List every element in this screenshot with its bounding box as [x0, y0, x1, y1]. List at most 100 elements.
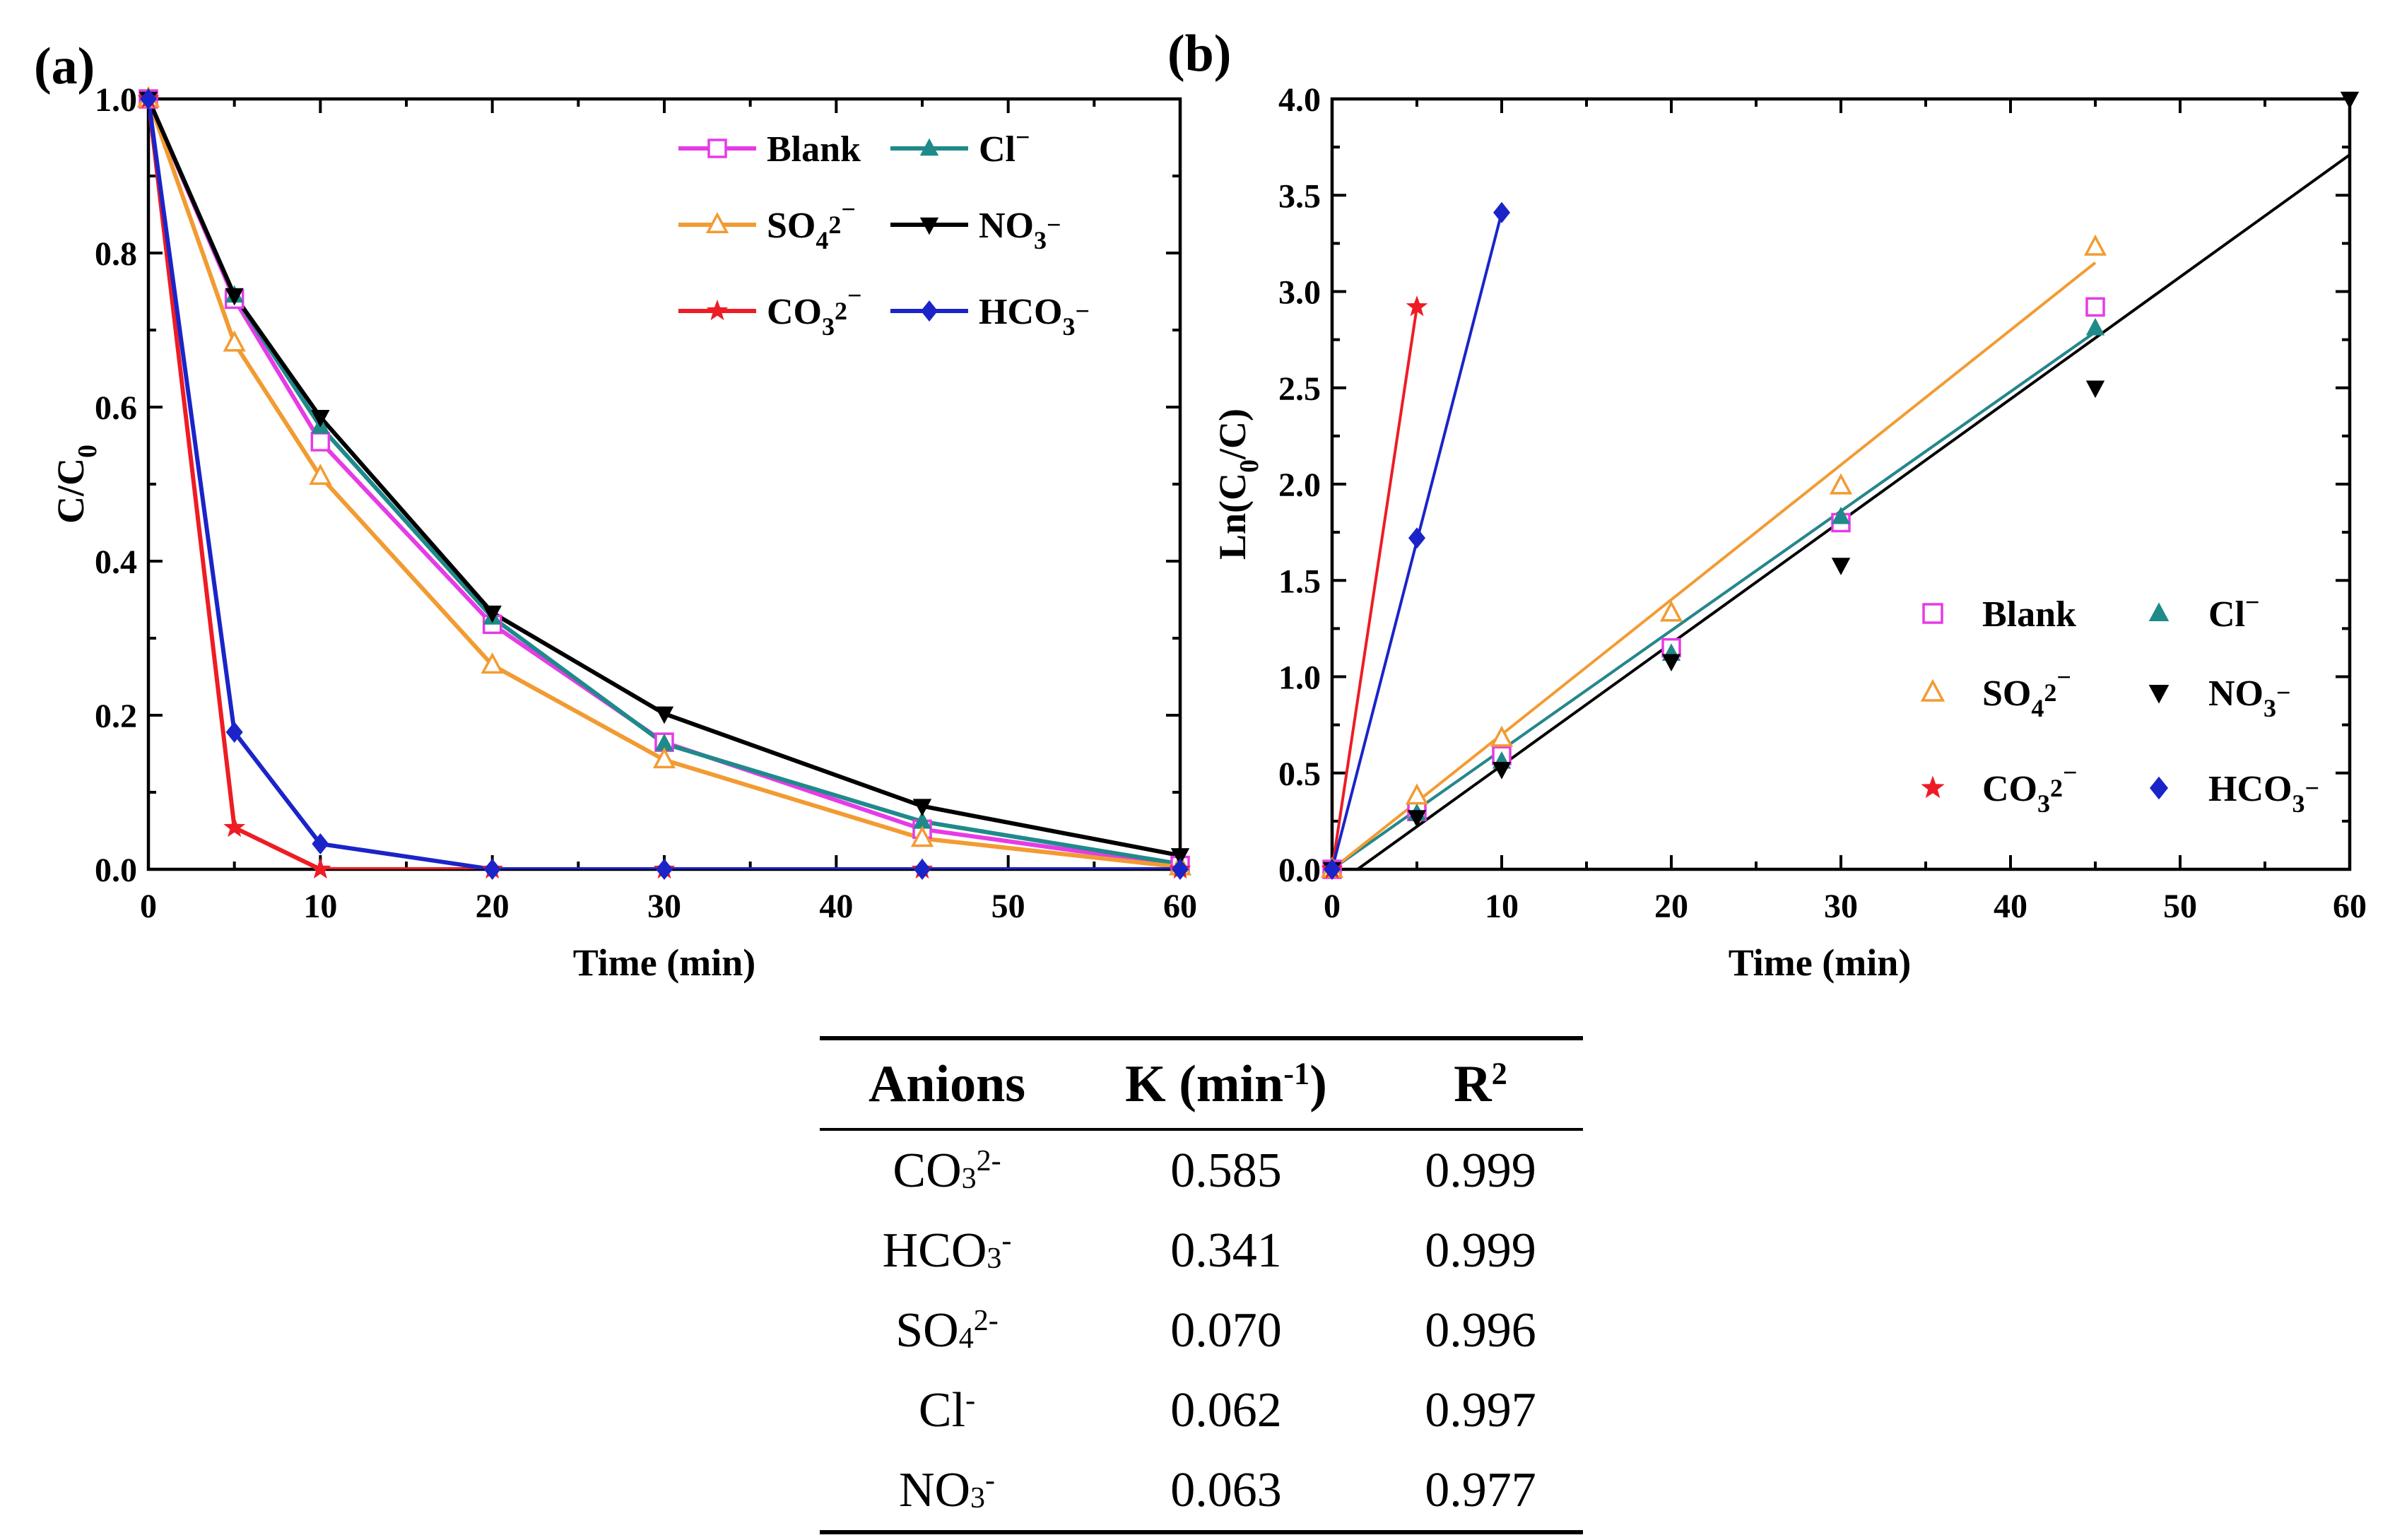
legend-label-hco3: HCO3−	[979, 292, 1090, 341]
x-tick-label: 40	[819, 888, 853, 925]
data-point-no3	[483, 605, 502, 623]
r2-cell: 0.996	[1425, 1303, 1536, 1358]
anion-cell: NO3-	[898, 1462, 996, 1517]
y-tick-label: 1.0	[95, 81, 137, 119]
data-point-no3	[225, 288, 244, 306]
data-point-co32	[223, 816, 246, 837]
data-point-so42	[223, 330, 246, 352]
y-tick-label: 0.0	[1278, 852, 1321, 889]
data-point-hco3	[1408, 527, 1425, 549]
legend-marker-hco3	[2150, 776, 2168, 800]
data-point-no3	[1170, 848, 1190, 866]
legend-marker-so42	[705, 211, 729, 233]
anion-cell: HCO3-	[882, 1223, 1012, 1278]
panel-b-ticks: 0 10 20 30 40 50 60 0.0 0.5 1.0 1.5 2.0 2.5 3.0 3.5 4.0	[1278, 81, 2367, 925]
legend-label-so42: SO42−	[1982, 663, 2071, 722]
data-point-no3	[311, 409, 330, 428]
table-header-row: Anions K (min-1) R2	[820, 1038, 1583, 1129]
legend-label-hco3: HCO3−	[2208, 769, 2319, 818]
k-cell: 0.062	[1170, 1382, 1282, 1438]
panel-a-label: (a)	[34, 37, 95, 95]
x-tick-label: 40	[1994, 888, 2027, 925]
y-tick-label: 0.2	[95, 698, 137, 735]
data-point-no3	[654, 706, 674, 724]
x-tick-label: 50	[991, 888, 1025, 925]
table-row: CO32- 0.585 0.999	[820, 1129, 1583, 1211]
data-point-hco3	[140, 88, 157, 110]
table-row: HCO3- 0.341 0.999	[820, 1211, 1583, 1291]
x-tick-label: 60	[2333, 888, 2367, 925]
anion-cell: SO42-	[895, 1303, 999, 1358]
data-point-no3	[1831, 558, 1851, 575]
data-point-no3	[2340, 91, 2360, 110]
table-row: Cl- 0.062 0.997	[820, 1370, 1583, 1450]
data-point-blank	[2085, 297, 2105, 317]
legend-marker-co32	[706, 299, 729, 321]
panel-b-label: (b)	[1167, 25, 1231, 83]
panel-a-markers	[136, 86, 1192, 880]
data-point-no3	[1661, 654, 1681, 672]
data-point-so42	[2083, 234, 2107, 256]
panel-a-y-axis-label: C/C0	[49, 445, 102, 524]
legend-label-no3: NO3−	[979, 206, 1061, 254]
data-point-hco3	[1324, 859, 1341, 880]
data-point-so42	[910, 825, 934, 847]
header-anions: Anions	[868, 1054, 1026, 1113]
legend-marker-no3	[919, 217, 939, 235]
k-cell: 0.341	[1170, 1223, 1282, 1278]
y-tick-label: 0.0	[95, 852, 137, 889]
y-tick-label: 2.5	[1278, 370, 1321, 408]
data-point-co32	[1406, 295, 1428, 317]
legend-label-co32: CO32−	[767, 281, 862, 341]
fit-line-so42	[1332, 261, 2097, 869]
data-point-hco3	[312, 833, 329, 855]
x-tick-label: 0	[1324, 888, 1341, 925]
panel-a: (a) 0 10 20 30 40 50 60 0.0 0.2 0.4 0.6 0.8 1.0 Time…	[34, 37, 1197, 984]
y-tick-label: 4.0	[1278, 81, 1321, 119]
k-cell: 0.585	[1170, 1143, 1282, 1198]
panel-a-x-axis-label: Time (min)	[573, 941, 755, 984]
header-rate-constant: K (min-1)	[1125, 1054, 1327, 1113]
r2-cell: 0.997	[1425, 1382, 1536, 1438]
legend-marker-co32	[1921, 775, 1945, 799]
k-cell: 0.070	[1170, 1303, 1282, 1358]
panel-b: (b) 0 10 20 30 40 50 60 0.0 0.5 1.0 1.5 2.0 2.5 3.0 3.…	[1167, 25, 2367, 984]
legend-label-blank: Blank	[1982, 594, 2076, 635]
data-point-no3	[1407, 810, 1427, 828]
data-point-hco3	[225, 721, 243, 743]
y-tick-label: 0.5	[1278, 756, 1321, 793]
data-point-hco3	[914, 859, 931, 880]
fit-line-co32	[1332, 307, 1418, 869]
data-point-so42	[1405, 783, 1429, 805]
k-cell: 0.063	[1170, 1462, 1282, 1517]
y-tick-label: 0.6	[95, 389, 137, 427]
legend-marker-no3	[2148, 684, 2170, 704]
legend-marker-cl	[919, 138, 939, 156]
legend-label-blank: Blank	[767, 129, 861, 170]
anion-cell: CO32-	[893, 1143, 1001, 1198]
data-point-cl	[1831, 506, 1851, 524]
legend-label-cl: Cl−	[2208, 588, 2260, 635]
data-point-so42	[309, 463, 332, 486]
y-tick-label: 3.5	[1278, 177, 1321, 215]
header-r-squared: R2	[1454, 1054, 1507, 1113]
y-tick-label: 3.0	[1278, 274, 1321, 312]
data-point-no3	[1492, 762, 1512, 780]
panel-b-y-axis-label: Ln(C0/C)	[1211, 408, 1264, 560]
x-tick-label: 50	[2163, 888, 2197, 925]
x-tick-label: 30	[1824, 888, 1858, 925]
y-tick-label: 1.5	[1278, 563, 1321, 600]
data-point-cl	[2085, 317, 2105, 336]
data-point-so42	[481, 652, 504, 674]
data-point-cl	[912, 811, 932, 829]
data-point-hco3	[656, 859, 673, 880]
x-tick-label: 20	[1654, 888, 1688, 925]
x-tick-label: 10	[1485, 888, 1519, 925]
legend-label-co32: CO32−	[1982, 758, 2078, 818]
table-row: NO3- 0.063 0.977	[820, 1450, 1583, 1532]
legend-label-no3: NO3−	[2208, 674, 2291, 722]
anion-cell: Cl-	[918, 1382, 976, 1438]
x-tick-label: 30	[647, 888, 681, 925]
y-tick-label: 0.8	[95, 235, 137, 273]
rate-constant-table: Anions K (min-1) R2 CO32- 0.585 0.999 HC…	[820, 1036, 1583, 1534]
